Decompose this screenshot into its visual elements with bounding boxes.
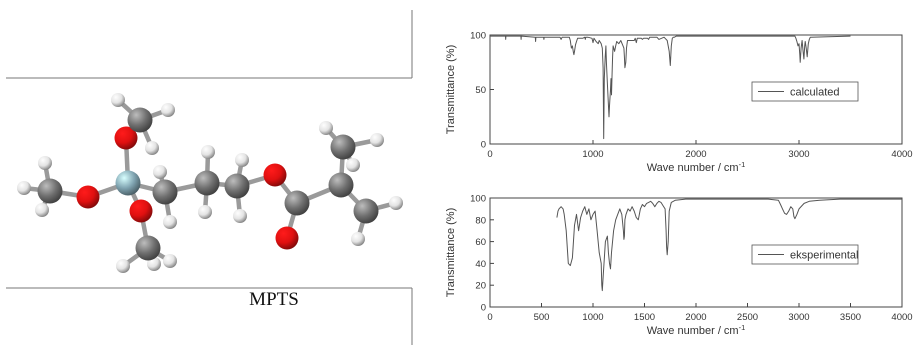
y-axis-label: Transmittance (%) [445,208,457,297]
experimental-spectrum-chart: 0 500 1000 1500 2000 2500 3000 3500 4000 0 20 40 60 8… [445,194,913,338]
atom-c-14 [330,134,356,160]
x-tick-label-2: 2000 [685,149,706,160]
atom-h-21 [145,141,159,155]
legend-box [751,244,859,265]
x-tick-label-5: 2500 [737,312,758,323]
y-tick-label-2: 40 [475,259,486,270]
atom-h-24 [163,254,177,268]
calculated-spectrum-chart: 0 1000 2000 3000 4000 0 50 100 Wave number / cm-… [445,31,913,175]
series-line-calculated [490,35,851,140]
atom-h-20 [161,103,175,117]
atom-h-18 [35,203,49,217]
atom-h-17 [38,156,52,170]
x-tick-label-0: 0 [487,149,492,160]
spectra-panel: 0 1000 2000 3000 4000 0 50 100 Wave number / cm-… [418,0,920,347]
y-tick-label-4: 80 [475,215,486,226]
atom-h-35 [351,232,365,246]
atom-c-13 [328,172,354,198]
x-tick-label-3: 3000 [788,149,809,160]
atom-h-22 [116,259,130,273]
atom-h-30 [233,209,247,223]
x-axis-label: Wave number / cm-1 [647,160,746,174]
atom-o-1 [76,185,100,209]
atom-h-33 [346,158,360,172]
x-tick-label-4: 4000 [891,149,912,160]
atom-h-16 [17,181,31,195]
atom-o-12 [275,226,299,250]
atom-o-10 [263,163,287,187]
x-tick-label-8: 4000 [891,312,912,323]
atom-h-28 [198,205,212,219]
atom-h-31 [319,121,333,135]
legend-box [751,81,859,102]
y-tick-label-1: 50 [475,85,486,96]
atoms-layer [17,93,403,273]
x-tick-label-7: 3500 [840,312,861,323]
y-tick-label-1: 20 [475,281,486,292]
atom-c-9 [224,173,250,199]
y-tick-label-5: 100 [470,194,486,205]
y-tick-label-0: 0 [481,303,486,314]
atom-c-7 [152,179,178,205]
atom-o-5 [129,199,153,223]
atom-h-27 [201,145,215,159]
atom-c-4 [127,107,153,133]
x-tick-label-2: 1000 [582,312,603,323]
y-tick-label-2: 100 [470,31,486,42]
series-line-eksperimental [556,198,902,292]
atom-h-25 [153,165,167,179]
y-axis-label: Transmittance (%) [445,45,457,134]
x-tick-label-4: 2000 [685,312,706,323]
x-tick-label-1: 1000 [582,149,603,160]
atom-c-15 [353,198,379,224]
atom-c-0 [37,178,63,204]
x-axis-label: Wave number / cm-1 [647,323,746,337]
atom-c-8 [194,170,220,196]
molecule-panel: MPTS [0,0,418,347]
atom-o-3 [114,126,138,150]
x-tick-label-3: 1500 [634,312,655,323]
atom-c-11 [284,190,310,216]
atom-h-32 [370,133,384,147]
legend-label: calculated [790,87,840,99]
y-tick-label-3: 60 [475,237,486,248]
atom-h-34 [389,196,403,210]
molecule-structure: MPTS [6,10,413,345]
x-axis-label-superscript: -1 [739,160,746,169]
atom-h-29 [235,153,249,167]
atom-h-19 [111,93,125,107]
atom-c-6 [135,235,161,261]
molecule-caption: MPTS [249,289,299,310]
x-tick-label-0: 0 [487,312,492,323]
atom-h-23 [147,257,161,271]
x-tick-label-1: 500 [534,312,550,323]
y-tick-label-0: 0 [481,140,486,151]
x-axis-label-superscript: -1 [739,323,746,332]
x-tick-label-6: 3000 [788,312,809,323]
atom-si-2 [115,170,141,196]
legend-label: eksperimental [790,250,858,262]
atom-h-26 [163,215,177,229]
